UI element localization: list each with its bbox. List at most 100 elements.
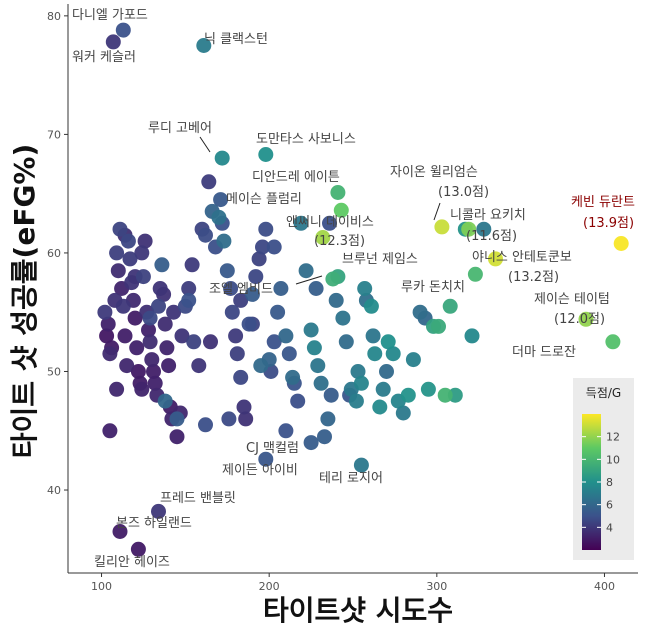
data-point	[228, 328, 244, 344]
point-label: 프레드 밴블릿	[160, 491, 236, 506]
data-point	[255, 239, 270, 255]
point-value-label: (13.0점)	[438, 185, 489, 200]
x-tick-label: 400	[594, 580, 615, 593]
data-point	[214, 150, 230, 166]
data-point	[385, 346, 401, 362]
data-point	[147, 375, 163, 391]
point-value-label: (13.2점)	[508, 270, 559, 285]
point-label: 자이온 윌리엄슨	[390, 165, 478, 180]
data-point	[102, 423, 118, 439]
data-point	[303, 435, 319, 451]
point-value-label: (12.0점)	[554, 312, 605, 327]
data-point	[335, 310, 351, 326]
data-point	[201, 174, 217, 190]
data-point	[325, 271, 341, 287]
data-point	[266, 334, 282, 350]
data-point	[169, 411, 185, 427]
data-point	[290, 393, 306, 409]
data-point	[233, 292, 249, 308]
point-label: 제이든 아이비	[222, 463, 298, 478]
data-point	[605, 334, 621, 350]
data-point	[110, 263, 126, 279]
x-tick-label: 300	[426, 580, 447, 593]
data-point	[317, 429, 332, 445]
point-value-label: (11.6점)	[466, 229, 517, 244]
point-label: CJ 맥컬럼	[246, 441, 299, 456]
data-point	[488, 251, 503, 267]
data-point	[169, 429, 185, 445]
point-label: 케빈 듀란트	[571, 195, 635, 210]
data-point	[357, 281, 373, 296]
data-point	[152, 281, 168, 296]
x-axis-title: 타이트샷 시도수	[263, 594, 453, 627]
data-point	[174, 328, 190, 344]
data-point	[223, 281, 239, 296]
data-point	[464, 328, 480, 344]
data-point	[238, 411, 254, 427]
data-point	[181, 292, 197, 308]
point-label: 제이슨 테이텀	[534, 292, 610, 307]
legend-tick-label: 6	[606, 499, 613, 512]
point-label: 본즈 하일랜드	[116, 516, 192, 531]
data-point	[154, 257, 170, 273]
data-point	[115, 22, 131, 38]
legend-tick-label: 8	[606, 476, 613, 489]
point-label: 루카 돈치치	[401, 280, 465, 295]
data-point	[102, 346, 118, 362]
point-label: 조엘 엠비드	[209, 282, 273, 297]
leader-line	[433, 202, 441, 221]
y-tick-label: 80	[47, 10, 61, 23]
data-point	[112, 524, 128, 539]
data-point	[467, 266, 483, 282]
point-value-label: (13.9점)	[583, 216, 634, 231]
data-point	[216, 233, 232, 249]
data-point	[144, 352, 160, 368]
data-point	[273, 281, 289, 296]
data-point	[350, 364, 366, 379]
point-value-label: (12.3점)	[314, 234, 365, 249]
data-point	[367, 346, 383, 362]
data-point	[365, 328, 381, 344]
data-point	[298, 263, 314, 279]
data-point	[348, 393, 364, 409]
leader-line	[295, 275, 323, 285]
data-point	[293, 215, 309, 231]
data-point	[308, 281, 324, 296]
point-label: 루디 고베어	[148, 121, 212, 136]
data-point	[157, 393, 173, 409]
data-point	[613, 236, 629, 251]
data-point	[363, 298, 379, 314]
y-tick-label: 70	[47, 128, 61, 141]
point-label: 킬리안 헤이즈	[94, 555, 170, 570]
data-point	[186, 334, 202, 350]
point-label: 도만타스 사보니스	[256, 132, 356, 147]
data-point	[109, 245, 125, 261]
data-point	[198, 417, 213, 433]
data-point	[181, 281, 197, 296]
data-point	[135, 269, 151, 285]
point-label: 더마 드로잔	[512, 345, 576, 360]
data-point	[119, 358, 135, 374]
data-point	[420, 381, 436, 397]
data-point	[130, 364, 146, 379]
data-point	[258, 147, 274, 162]
data-point	[442, 298, 458, 314]
data-point	[248, 269, 264, 285]
point-label: 앤써니 데이비스	[286, 215, 374, 230]
data-point	[270, 304, 286, 320]
data-point	[196, 38, 212, 53]
data-point	[380, 334, 396, 350]
data-points	[97, 22, 629, 557]
point-label: 니콜라 요키치	[450, 208, 526, 223]
axes: 100 200 300 400 40 50 60 70 80	[47, 4, 638, 593]
data-point	[224, 304, 240, 320]
data-point	[141, 322, 156, 338]
data-point	[313, 375, 329, 391]
data-point	[306, 340, 322, 356]
data-point	[400, 387, 416, 403]
point-label: 테리 로지어	[319, 471, 383, 486]
point-label: 메이슨 플럼리	[226, 192, 302, 207]
x-tick-label: 200	[259, 580, 280, 593]
y-axis-title: 타이트 샷 성공률(eFG%)	[8, 144, 41, 459]
